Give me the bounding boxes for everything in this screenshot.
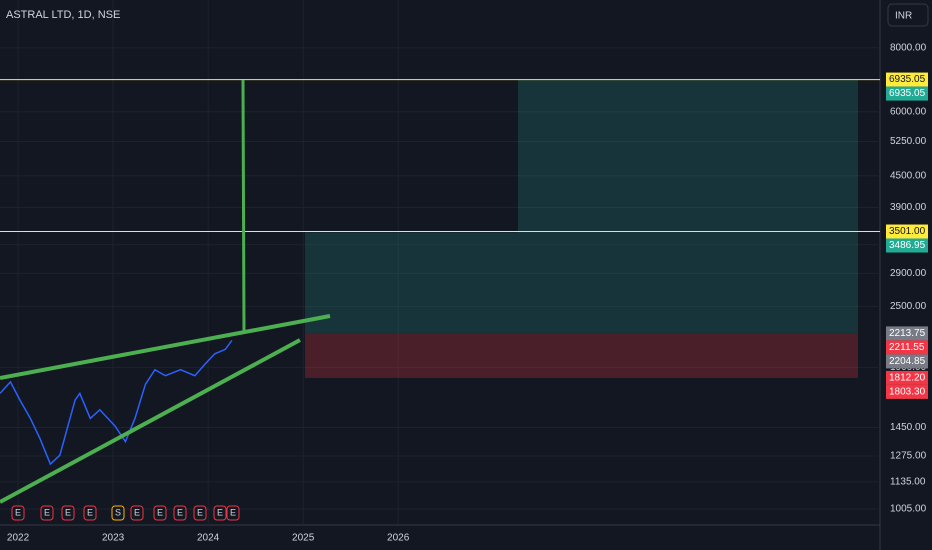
y-tick-label: 4500.00 [890, 170, 927, 181]
event-marker: E [61, 505, 75, 521]
x-tick-label: 2026 [387, 533, 410, 544]
event-marker-bg [11, 505, 25, 521]
event-label: E [230, 507, 236, 517]
event-label: E [87, 507, 93, 517]
event-label: E [197, 507, 203, 517]
y-tick-label: 6000.00 [890, 106, 927, 117]
y-tick-label: 1135.00 [890, 477, 926, 488]
event-marker-bg [61, 505, 75, 521]
event-marker-bg [130, 505, 144, 521]
event-label: E [134, 507, 140, 517]
x-tick-label: 2024 [197, 533, 220, 544]
stop-box [305, 333, 858, 378]
lower-trendline [0, 338, 301, 504]
target-line [241, 79, 246, 334]
event-label: S [115, 507, 121, 517]
event-marker: E [226, 505, 240, 521]
event-marker: E [11, 505, 25, 521]
price-label-bg [886, 370, 928, 385]
upper-trendline [0, 314, 331, 380]
price-label: 3486.95 [889, 240, 926, 251]
price-label: 2204.85 [889, 356, 926, 367]
x-tick-label: 2025 [292, 533, 315, 544]
price-label-bg [886, 224, 928, 239]
price-label-bg [886, 340, 928, 355]
trendlines [0, 79, 331, 504]
price-label-bg [886, 86, 928, 101]
event-label: E [15, 507, 21, 517]
price-label: 6935.05 [889, 74, 926, 85]
y-tick-label: 2500.00 [890, 301, 927, 312]
price-label-bg [886, 326, 928, 341]
price-line [0, 339, 233, 466]
axis-labels: 8000.006000.005250.004500.003900.003300.… [7, 42, 928, 544]
profit-box [305, 232, 858, 334]
price-label: 1803.30 [889, 387, 926, 398]
price-label-bg [886, 354, 928, 369]
price-label: 2211.55 [889, 342, 925, 353]
event-label: E [177, 507, 183, 517]
price-label-bg [886, 384, 928, 399]
position-boxes [0, 79, 880, 378]
grid [0, 0, 880, 525]
event-marker-bg [213, 505, 227, 521]
target-box [518, 79, 858, 233]
event-marker: E [40, 505, 54, 521]
event-marker: E [83, 505, 97, 521]
event-marker-bg [40, 505, 54, 521]
y-tick-label: 1450.00 [890, 422, 927, 433]
event-label: E [44, 507, 50, 517]
y-tick-label: 8000.00 [890, 42, 927, 53]
event-marker: E [130, 505, 144, 521]
y-tick-label: 1275.00 [890, 451, 927, 462]
event-marker-bg [153, 505, 167, 521]
x-tick-label: 2023 [102, 533, 125, 544]
x-tick-label: 2022 [7, 533, 30, 544]
price-label-bg [886, 238, 928, 253]
event-marker: E [193, 505, 207, 521]
event-label: E [217, 507, 223, 517]
event-marker: E [153, 505, 167, 521]
event-marker-bg [111, 505, 125, 521]
event-marker-bg [83, 505, 97, 521]
event-marker-bg [173, 505, 187, 521]
price-label: 3501.00 [889, 226, 926, 237]
event-marker: S [111, 505, 125, 521]
event-label: E [157, 507, 163, 517]
event-label: E [65, 507, 71, 517]
y-tick-label: 5250.00 [890, 136, 927, 147]
event-marker: E [173, 505, 187, 521]
y-tick-label: 3900.00 [890, 202, 927, 213]
currency[interactable]: INR [895, 11, 912, 22]
price-label: 1812.20 [889, 373, 926, 384]
chart-title: ASTRAL LTD, 1D, NSE [6, 9, 120, 21]
price-label-bg [886, 72, 928, 87]
currency-box[interactable] [887, 3, 929, 27]
event-marker-bg [193, 505, 207, 521]
price-label: 6935.05 [889, 88, 926, 99]
y-tick-label: 2900.00 [890, 268, 927, 279]
event-marker-bg [226, 505, 240, 521]
event-marker: E [213, 505, 227, 521]
price-series [0, 339, 233, 466]
y-tick-label: 1005.00 [890, 504, 927, 515]
price-label: 2213.75 [889, 328, 926, 339]
